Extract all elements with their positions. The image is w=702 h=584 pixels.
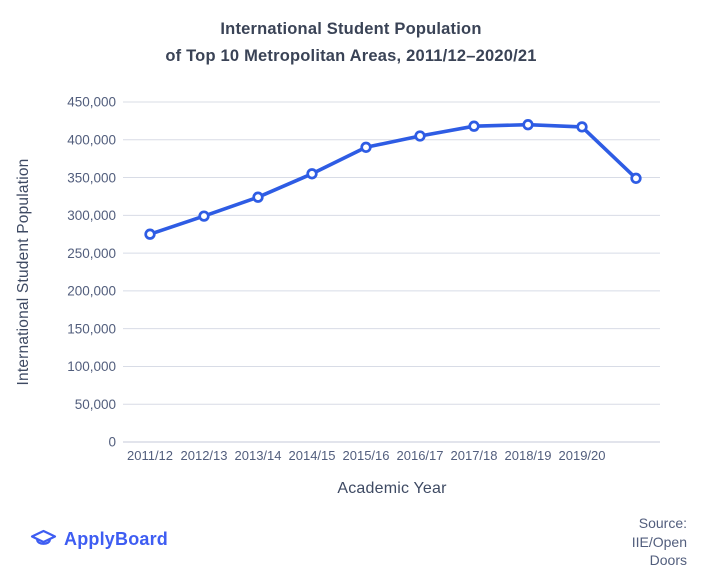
data-point	[576, 121, 588, 133]
x-tick-labels: 2011/12 2012/13 2013/14 2014/15 2015/16 2016/…	[127, 448, 606, 463]
y-tick-label: 250,000	[67, 246, 116, 261]
x-tick-label: 2016/17	[397, 448, 444, 463]
gridlines	[123, 101, 660, 443]
y-tick-label: 100,000	[67, 359, 116, 374]
x-tick-label: 2019/20	[559, 448, 606, 463]
x-tick-label: 2017/18	[451, 448, 498, 463]
source-note: Source: IIE/Open Doors	[632, 514, 687, 570]
source-line-2: IIE/Open	[631, 533, 687, 550]
data-point	[306, 168, 318, 180]
chart-title-line-1: International Student Population	[220, 20, 482, 38]
data-point	[522, 119, 534, 131]
x-axis-title: Academic Year	[337, 480, 447, 497]
source-line-1: Source:	[638, 515, 687, 531]
chart-title: International Student Population of Top …	[0, 16, 702, 70]
data-point	[630, 172, 642, 184]
y-tick-label: 0	[108, 435, 116, 450]
data-point	[198, 210, 210, 222]
source-line-3: Doors	[649, 552, 687, 568]
brand-name: ApplyBoard	[64, 528, 169, 549]
y-tick-labels: 0 50,000 100,000 150,000 200,000 250,000 300,0…	[67, 95, 116, 450]
y-tick-label: 50,000	[75, 397, 116, 412]
chart-title-line-2: of Top 10 Metropolitan Areas, 2011/12–20…	[165, 47, 537, 65]
x-tick-label: 2015/16	[343, 448, 390, 463]
x-tick-label: 2012/13	[181, 448, 228, 463]
x-tick-label: 2011/12	[127, 448, 173, 463]
y-tick-label: 150,000	[67, 321, 116, 336]
data-point	[360, 141, 372, 153]
x-tick-label: 2014/15	[289, 448, 336, 463]
y-tick-label: 400,000	[67, 132, 116, 147]
y-tick-label: 200,000	[67, 284, 116, 299]
applyboard-logo: ApplyBoard	[30, 527, 168, 551]
data-point	[468, 120, 480, 132]
y-tick-label: 450,000	[67, 95, 116, 110]
x-tick-label: 2013/14	[235, 448, 282, 463]
line-series	[148, 122, 638, 236]
y-tick-label: 300,000	[67, 208, 116, 223]
data-point	[414, 130, 426, 142]
data-points	[144, 119, 642, 240]
graduation-cap-icon	[30, 527, 57, 551]
x-tick-label: 2018/19	[505, 448, 552, 463]
data-point	[144, 228, 156, 240]
y-tick-label: 350,000	[67, 170, 116, 185]
data-point	[252, 191, 264, 203]
